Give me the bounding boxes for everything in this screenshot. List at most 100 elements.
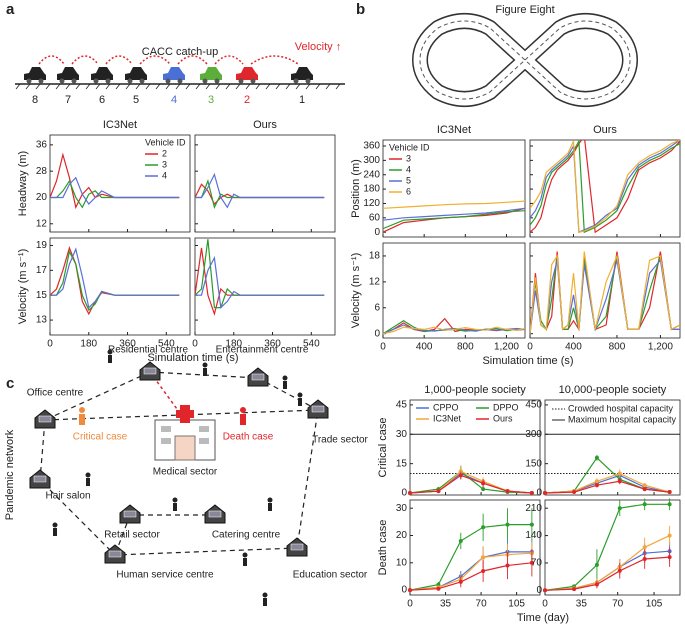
legend-title: Vehicle ID bbox=[145, 137, 186, 147]
people bbox=[52, 349, 303, 606]
x-tick-label: 1,200 bbox=[494, 342, 519, 353]
node-label: Hair salon bbox=[45, 491, 90, 502]
series-line bbox=[383, 207, 525, 221]
car bbox=[91, 67, 113, 80]
marker bbox=[543, 588, 547, 593]
marker bbox=[481, 481, 486, 486]
chart-title: IC3Net bbox=[103, 119, 137, 131]
follow-arc bbox=[177, 55, 208, 65]
marker bbox=[642, 487, 647, 492]
marker bbox=[617, 568, 622, 573]
series-line bbox=[195, 255, 325, 309]
series-line bbox=[410, 470, 532, 494]
node-label: Critical case bbox=[73, 432, 128, 443]
node-label: Education sector bbox=[293, 570, 368, 581]
y-tick-label: 15 bbox=[36, 290, 48, 301]
y-tick-label: 28 bbox=[36, 166, 48, 177]
marker bbox=[529, 560, 534, 565]
legend-label: IC3Net bbox=[433, 413, 462, 423]
marker bbox=[594, 479, 599, 484]
y-tick-label: 12 bbox=[369, 277, 381, 288]
series-line bbox=[410, 562, 532, 591]
series-line bbox=[530, 251, 680, 334]
solar-panel bbox=[123, 510, 137, 518]
velocity-label: Velocity ↑ bbox=[295, 41, 341, 53]
follow-arc bbox=[38, 55, 65, 65]
y-tick-label: 30 bbox=[396, 503, 408, 514]
vehicle-id: 3 bbox=[208, 94, 214, 106]
wheel bbox=[293, 78, 299, 84]
x-tick-label: 105 bbox=[646, 599, 663, 610]
x-tick-label: 0 bbox=[47, 339, 53, 350]
y-tick-label: 12 bbox=[36, 218, 48, 229]
y-tick-label: 240 bbox=[363, 169, 380, 180]
panel-label: a bbox=[6, 1, 15, 18]
wheel bbox=[165, 78, 171, 84]
legend-label: DPPO bbox=[493, 402, 519, 412]
series-line bbox=[410, 551, 532, 591]
chart-title: Ours bbox=[253, 119, 277, 131]
y-tick-label: 10 bbox=[396, 557, 408, 568]
x-tick-label: 105 bbox=[508, 599, 525, 610]
y-tick-label: 180 bbox=[363, 184, 380, 195]
x-tick-label: 400 bbox=[416, 342, 433, 353]
y-tick-label: 150 bbox=[525, 458, 542, 469]
y-tick-label: 45 bbox=[396, 400, 408, 411]
x-tick-label: 540 bbox=[303, 339, 320, 350]
wheel bbox=[59, 78, 65, 84]
y-axis-label: Position (m) bbox=[350, 159, 362, 218]
series-line bbox=[530, 140, 680, 233]
diagram-title: Figure Eight bbox=[495, 4, 554, 16]
solar-panel bbox=[38, 415, 52, 423]
plot-frame bbox=[409, 399, 541, 496]
plot-frame bbox=[382, 242, 526, 339]
wheel bbox=[177, 78, 183, 84]
node-label: Medical sector bbox=[153, 467, 218, 478]
y-tick-label: 0 bbox=[374, 328, 380, 339]
marker bbox=[642, 502, 647, 507]
marker bbox=[505, 563, 510, 568]
y-tick-label: 0 bbox=[536, 488, 542, 499]
marker bbox=[436, 489, 441, 494]
series-line bbox=[383, 324, 525, 335]
marker bbox=[543, 491, 547, 496]
legend-label: 4 bbox=[162, 170, 167, 180]
plot-frame bbox=[382, 139, 526, 238]
y-tick-label: 0 bbox=[401, 585, 407, 596]
follow-arc bbox=[214, 55, 244, 65]
car bbox=[200, 67, 222, 80]
solar-panel bbox=[311, 405, 325, 413]
plot-frame bbox=[544, 399, 681, 496]
figure-eight-track bbox=[411, 13, 639, 107]
series-line bbox=[195, 172, 325, 209]
x-tick-label: 180 bbox=[225, 339, 242, 350]
marker bbox=[458, 579, 463, 584]
marker bbox=[481, 525, 486, 530]
marker bbox=[667, 502, 672, 507]
series-line bbox=[410, 470, 532, 494]
x-tick-label: 70 bbox=[612, 599, 624, 610]
node-label: Human service centre bbox=[116, 570, 214, 581]
marker bbox=[529, 522, 534, 527]
marker bbox=[505, 489, 510, 494]
x-tick-label: 800 bbox=[609, 342, 626, 353]
car bbox=[291, 67, 313, 80]
y-axis-label: Velocity (m s⁻¹) bbox=[350, 253, 362, 328]
marker bbox=[436, 586, 441, 591]
marker bbox=[481, 568, 486, 573]
marker bbox=[408, 588, 412, 593]
x-tick-label: 540 bbox=[158, 339, 175, 350]
car bbox=[57, 67, 79, 80]
series-line bbox=[545, 556, 670, 591]
y-tick-label: 360 bbox=[363, 141, 380, 152]
series-line bbox=[530, 140, 680, 234]
marker bbox=[642, 483, 647, 488]
y-tick-label: 30 bbox=[396, 429, 408, 440]
node-label: Entertainment centre bbox=[216, 345, 309, 356]
series-line bbox=[195, 183, 325, 206]
y-tick-label: 450 bbox=[525, 400, 542, 411]
y-tick-label: 18 bbox=[369, 251, 381, 262]
follow-arc bbox=[105, 55, 133, 65]
y-tick-label: 70 bbox=[531, 558, 543, 569]
